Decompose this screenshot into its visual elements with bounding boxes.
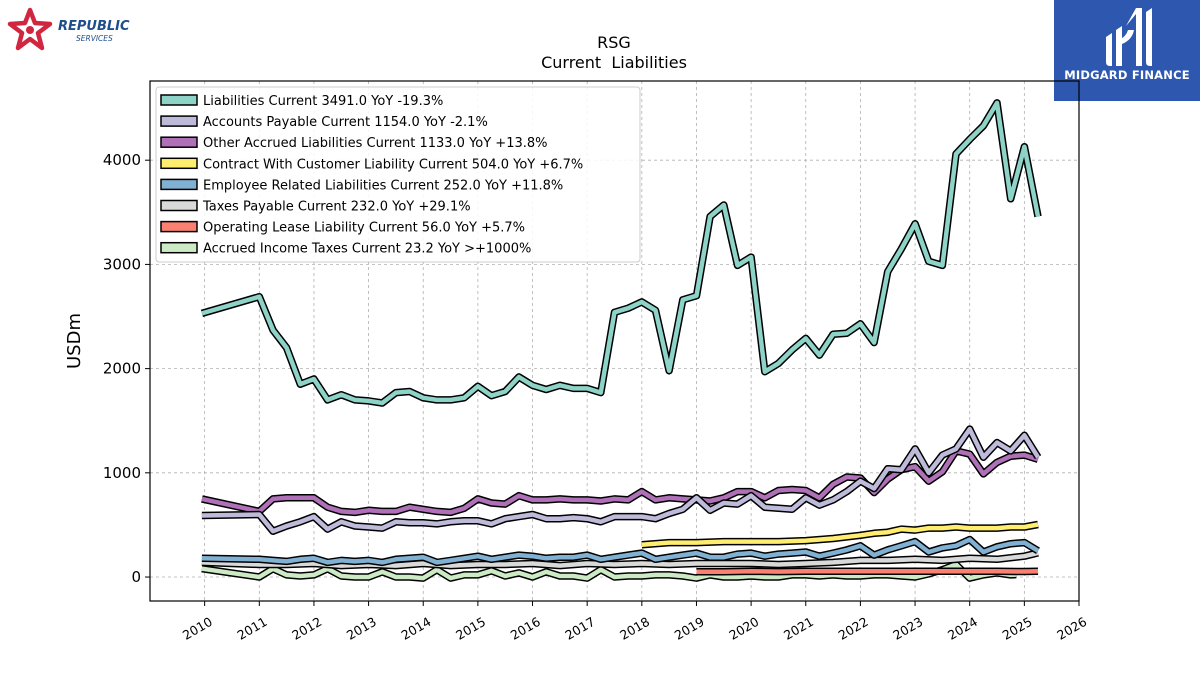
brand-name: MIDGARD FINANCE (1064, 68, 1190, 82)
x-tick-label: 2019 (672, 614, 707, 643)
legend-swatch (160, 241, 198, 254)
y-tick-label: 0 (131, 568, 141, 586)
logo-line2: SERVICES (76, 34, 113, 43)
legend-label: Contract With Customer Liability Current… (203, 157, 583, 172)
legend-label: Accounts Payable Current 1154.0 YoY -2.1… (203, 115, 488, 130)
midgard-logo-icon (1106, 8, 1152, 66)
y-axis-label: USDm (64, 313, 85, 369)
legend-box (155, 86, 641, 263)
series-line-outline (201, 447, 1040, 517)
legend-label: Taxes Payable Current 232.0 YoY +29.1% (202, 200, 471, 215)
x-tick-label: 2025 (1000, 614, 1035, 643)
x-tick-label: 2013 (344, 614, 379, 643)
legend-label: Operating Lease Liability Current 56.0 Y… (203, 221, 525, 236)
legend-swatch (160, 157, 198, 170)
legend-swatch (160, 220, 198, 233)
plot-frame (149, 80, 1080, 602)
legend-label: Accrued Income Taxes Current 23.2 YoY >+… (203, 242, 531, 257)
logo-line1: REPUBLIC (58, 19, 130, 34)
republic-services-logo: REPUBLIC SERVICES (7, 7, 130, 51)
chart-title: RSG (597, 33, 631, 52)
x-tick-label: 2010 (180, 614, 215, 643)
legend-label: Liabilities Current 3491.0 YoY -19.3% (203, 94, 443, 109)
y-tick-label: 4000 (103, 151, 141, 169)
series-line (201, 426, 1040, 534)
star-icon (7, 7, 53, 51)
x-tick-label: 2022 (836, 614, 871, 643)
series-line (696, 568, 1039, 575)
series-line (201, 562, 1017, 581)
series-line (201, 100, 1041, 406)
chart-subtitle: Current Liabilities (541, 53, 687, 72)
legend-swatch (160, 178, 198, 191)
series-line (641, 522, 1039, 547)
brand-box: MIDGARD FINANCE (1054, 0, 1200, 101)
series-lines (200, 99, 1042, 582)
x-tick-label: 2018 (617, 614, 652, 643)
x-tick-label: 2016 (508, 614, 543, 643)
x-tick-label: 2023 (890, 614, 925, 643)
legend-swatch (160, 199, 198, 212)
legend: Liabilities Current 3491.0 YoY -19.3% Acc… (155, 86, 641, 263)
y-tick-label: 3000 (103, 255, 141, 273)
legend-swatch (160, 136, 198, 148)
legend-swatch (160, 115, 198, 127)
x-tick-label: 2026 (1054, 614, 1089, 643)
x-tick-label: 2017 (562, 614, 597, 643)
x-tick-label: 2021 (781, 614, 816, 643)
series-line (201, 537, 1040, 565)
series-line (201, 550, 1039, 568)
legend-label: Other Accrued Liabilities Current 1133.0… (203, 136, 548, 151)
legend-label: Employee Related Liabilities Current 252… (203, 178, 563, 193)
x-tick-label: 2014 (398, 614, 433, 643)
x-tick-label: 2020 (726, 614, 761, 643)
legend-swatch (160, 94, 198, 106)
x-tick-label: 2015 (453, 614, 488, 643)
star-center-icon (26, 26, 34, 34)
x-tick-label: 2012 (289, 614, 324, 643)
x-tick-label: 2011 (235, 614, 270, 643)
x-tick-label: 2024 (945, 614, 980, 643)
y-tick-label: 1000 (103, 464, 141, 482)
y-tick-label: 2000 (103, 360, 141, 378)
